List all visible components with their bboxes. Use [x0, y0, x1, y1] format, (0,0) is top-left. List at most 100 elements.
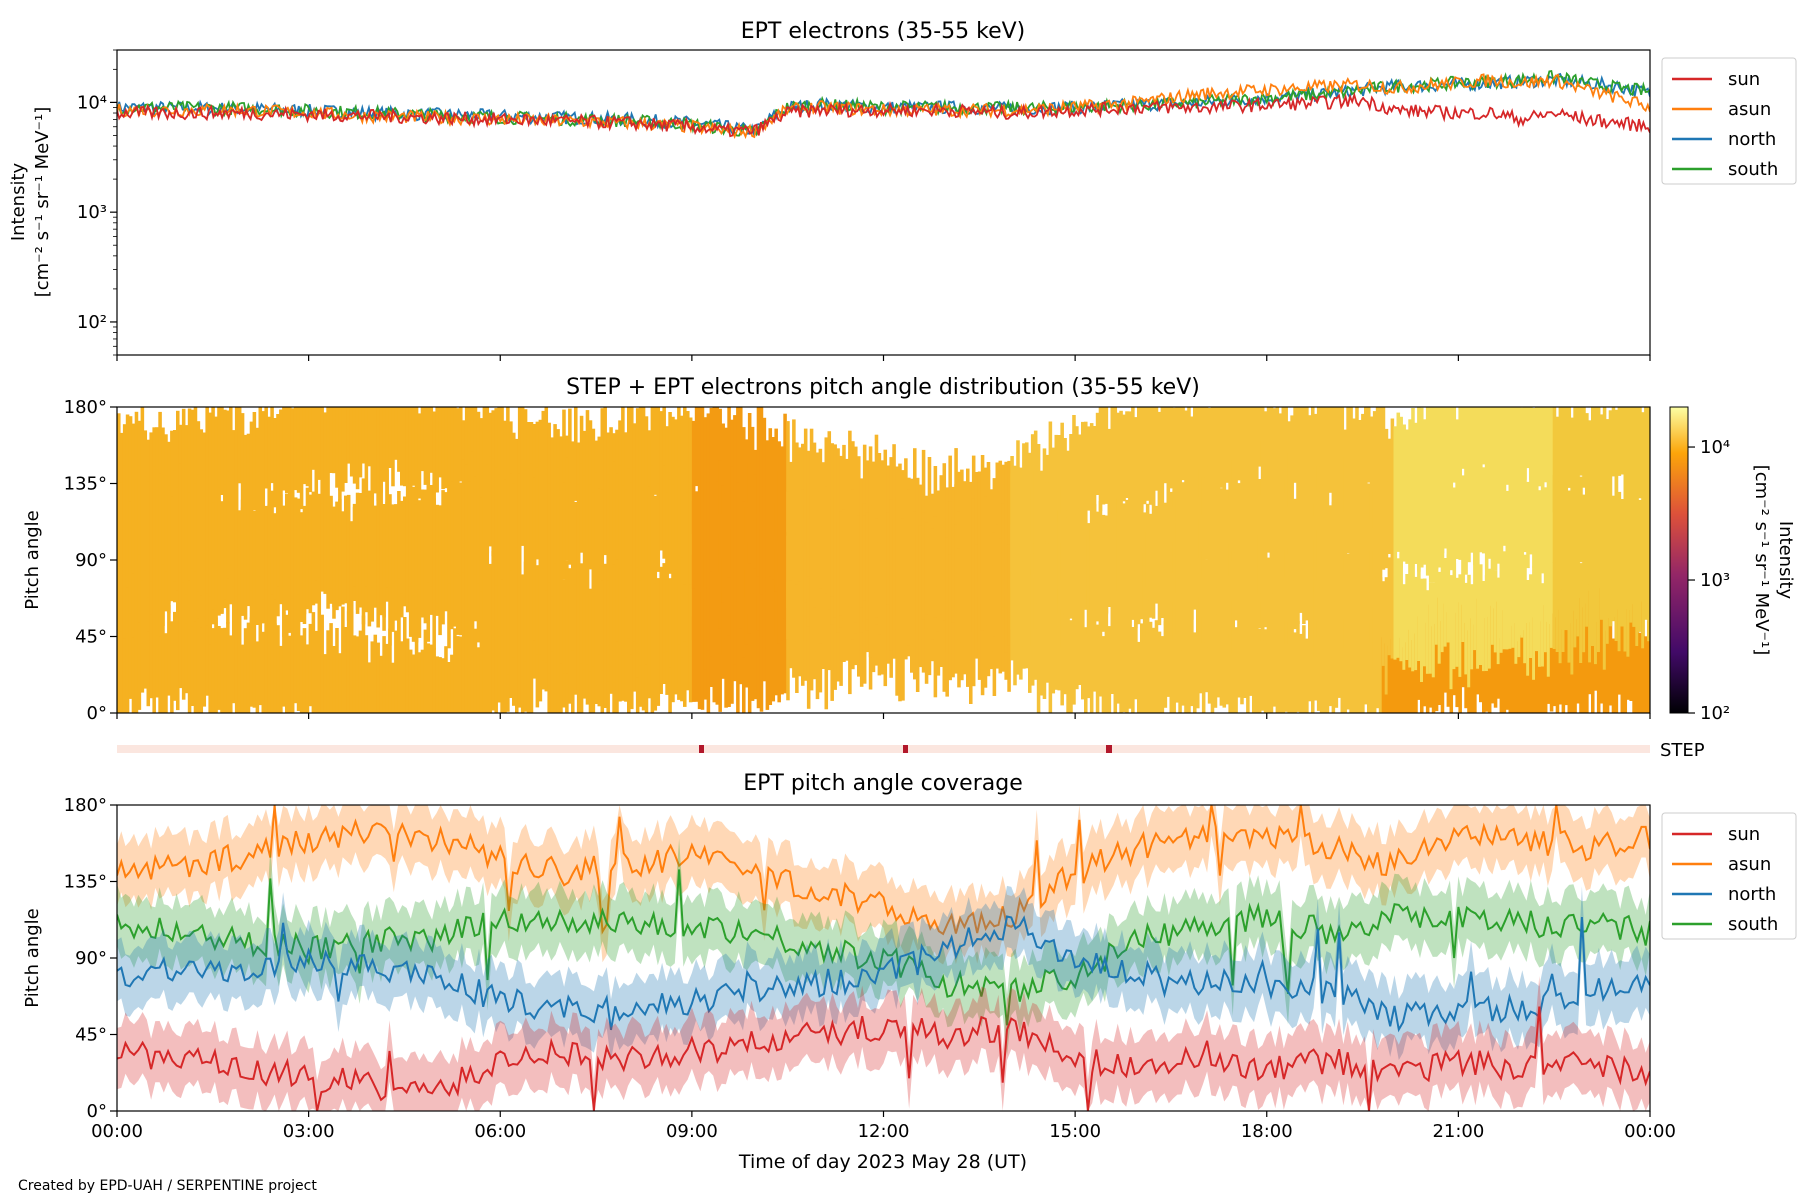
heatmap-cell [1493, 407, 1498, 499]
heatmap-cell [1446, 612, 1451, 707]
heatmap-cell [830, 590, 834, 701]
heatmap-cell [405, 494, 410, 607]
heatmap-cell [414, 635, 419, 713]
heatmap-cell [833, 497, 837, 597]
heatmap-cell [258, 532, 263, 628]
heatmap-cell [464, 407, 469, 490]
heatmap-cell [408, 407, 413, 502]
heatmap-cell [252, 609, 257, 708]
heatmap-cell [1243, 520, 1247, 636]
heatmap-cell [308, 407, 313, 493]
heatmap-cell [485, 619, 490, 713]
heatmap-cell [1437, 407, 1442, 478]
heatmap-cell [945, 607, 949, 697]
heatmap-cell [125, 621, 130, 713]
heatmap-cell [1243, 477, 1247, 561]
heatmap-cell [1567, 630, 1572, 713]
heatmap-cell [1290, 476, 1294, 573]
heatmap-cell [1225, 596, 1230, 705]
heatmap-cell [1181, 608, 1185, 706]
heatmap-cell [432, 411, 436, 508]
heatmap-cell [918, 545, 923, 640]
heatmap-cell [1573, 476, 1577, 576]
heatmap-cell [1246, 636, 1250, 713]
heatmap-cell [1107, 498, 1112, 602]
heatmap-cell [1113, 489, 1118, 607]
heatmap-cell [1299, 491, 1303, 574]
heatmap-cell [1207, 408, 1212, 495]
heatmap-cell [641, 490, 646, 583]
heatmap-cell [526, 536, 531, 640]
heatmap-cell [485, 520, 490, 639]
heatmap-cell [523, 561, 528, 662]
y-tick-label: 90° [75, 550, 107, 571]
heatmap-cell [1567, 407, 1572, 488]
heatmap-cell [688, 482, 693, 585]
heatmap-cell [205, 484, 209, 594]
heatmap-cell [293, 517, 298, 622]
heatmap-cell [986, 462, 991, 574]
heatmap-cell [901, 582, 905, 701]
pad-heatmap [117, 407, 1650, 713]
heatmap-cell [400, 407, 404, 486]
heatmap-cell [960, 482, 964, 585]
heatmap-cell [488, 563, 493, 659]
heatmap-cell [921, 567, 926, 673]
heatmap-cell [128, 596, 133, 699]
heatmap-cell [1552, 474, 1557, 563]
heatmap-cell [125, 550, 130, 634]
heatmap-cell [1190, 416, 1194, 501]
heatmap-cell [756, 407, 761, 514]
heatmap-cell [627, 634, 631, 713]
heatmap-cell [665, 535, 669, 652]
heatmap-cell [1311, 622, 1315, 713]
heatmap-cell [553, 623, 557, 713]
heatmap-cell [1375, 484, 1380, 578]
heatmap-cell [1635, 554, 1639, 646]
heatmap-cell [1033, 578, 1038, 680]
heatmap-cell [612, 564, 616, 683]
heatmap-cell [756, 596, 761, 709]
heatmap-cell [1278, 614, 1283, 713]
heatmap-cell [582, 475, 587, 594]
heatmap-cell [125, 498, 130, 588]
heatmap-cell [1045, 594, 1050, 683]
heatmap-cell [1367, 556, 1371, 653]
heatmap-cell [868, 505, 873, 603]
heatmap-cell [618, 565, 622, 680]
heatmap-cell [1517, 555, 1521, 658]
heatmap-cell [559, 456, 563, 573]
heatmap-cell [311, 612, 316, 713]
heatmap-cell [568, 482, 572, 565]
heatmap-cell [1078, 434, 1082, 548]
heatmap-cell [1340, 473, 1345, 569]
heatmap-cell [1128, 411, 1132, 528]
heatmap-cell [1555, 416, 1560, 503]
heatmap-cell [1048, 421, 1053, 537]
heatmap-cell [1614, 617, 1619, 713]
heatmap-cell [1596, 407, 1601, 507]
heatmap-cell [1013, 545, 1017, 635]
heatmap-cell [744, 439, 749, 545]
heatmap-cell [1166, 407, 1171, 502]
heatmap-cell [264, 624, 268, 713]
heatmap-cell [1169, 407, 1174, 489]
heatmap-cell [1452, 487, 1457, 578]
heatmap-cell [665, 492, 669, 587]
heatmap-cell [1496, 407, 1501, 483]
heatmap-cell [1089, 529, 1094, 629]
heatmap-cell [352, 503, 357, 587]
heatmap-cell [382, 636, 386, 713]
heatmap-cell [753, 474, 758, 569]
heatmap-cell [338, 499, 342, 599]
heatmap-cell [1181, 482, 1185, 594]
heatmap-cell [635, 465, 640, 568]
heatmap-cell [517, 615, 522, 708]
heatmap-cell [447, 662, 451, 713]
heatmap-cell [535, 565, 540, 655]
heatmap-cell [488, 612, 493, 713]
heatmap-cell [290, 604, 295, 713]
heatmap-cell [1299, 633, 1303, 713]
heatmap-cell [948, 554, 952, 654]
heatmap-cell [842, 444, 846, 547]
